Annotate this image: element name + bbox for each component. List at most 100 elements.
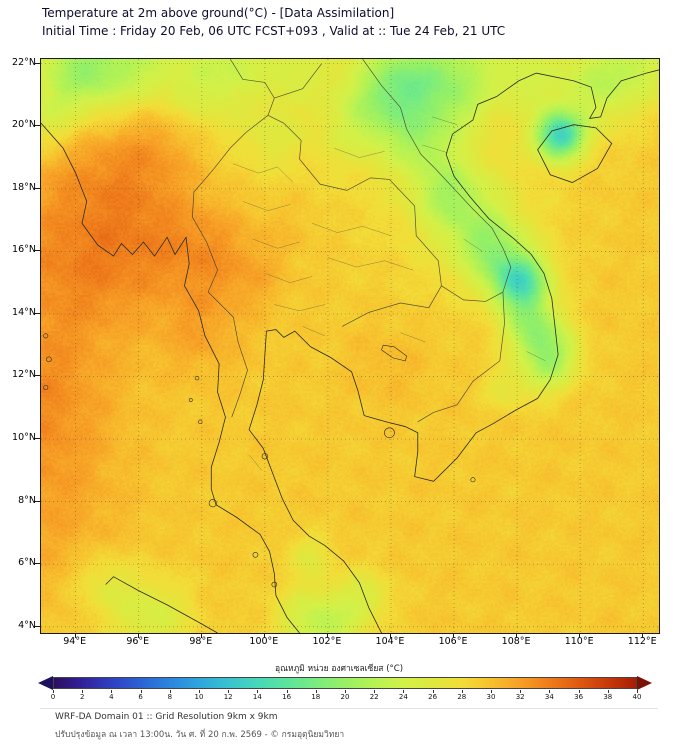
footer-divider: [40, 708, 658, 709]
colorbar-tick-label: 2: [79, 693, 85, 701]
colorbar-tick-mark: [461, 690, 463, 693]
colorbar-tick-label: 36: [574, 693, 584, 701]
colorbar-gradient: [53, 677, 637, 689]
colorbar-tick-label: 14: [252, 693, 262, 701]
coastline-hainan: [538, 125, 612, 183]
lat-tick-mark: [35, 250, 40, 252]
border-thailand-laos: [268, 115, 441, 285]
map-overlay-svg: [41, 59, 659, 633]
coastline-andaman: [41, 123, 300, 633]
colorbar-tick-mark: [432, 690, 434, 693]
lat-tick-mark: [35, 125, 40, 127]
colorbar: [38, 676, 652, 690]
lat-tick-mark: [35, 375, 40, 377]
colorbar-tick-mark: [53, 690, 54, 693]
colorbar-tick-label: 30: [486, 693, 496, 701]
colorbar-label: อุณหภูมิ หน่วย องศาเซลเซียส (°C): [274, 664, 404, 674]
lat-tick-mark: [35, 500, 40, 502]
colorbar-tick-mark: [257, 690, 259, 693]
lon-tick-mark: [642, 633, 644, 638]
colorbar-right-arrow: [637, 676, 652, 690]
colorbar-tick-label: 22: [369, 693, 379, 701]
coastline-sumatra: [106, 577, 218, 633]
lat-tick-label: 18°N: [12, 181, 36, 193]
lat-tick-label: 8°N: [18, 494, 36, 506]
colorbar-tick-mark: [403, 690, 405, 693]
lon-tick-mark: [453, 633, 455, 638]
lat-tick-label: 6°N: [18, 557, 36, 569]
lat-tick-label: 12°N: [12, 369, 36, 381]
colorbar-tick-mark: [228, 690, 230, 693]
colorbar-tick-mark: [82, 690, 84, 693]
lat-tick-label: 20°N: [12, 119, 36, 131]
lon-tick-mark: [137, 633, 139, 638]
lat-tick-mark: [35, 187, 40, 189]
lat-tick-label: 10°N: [12, 432, 36, 444]
colorbar-tick-label: 28: [457, 693, 467, 701]
tonle-sap-lake: [382, 345, 407, 361]
lat-tick-mark: [35, 312, 40, 314]
colorbar-tick-label: 26: [428, 693, 438, 701]
lat-tick-label: 14°N: [12, 306, 36, 318]
page-title: Temperature at 2m above ground(°C) - [Da…: [42, 6, 395, 20]
colorbar-tick-label: 8: [167, 693, 173, 701]
border-thailand-cambodia: [342, 286, 441, 327]
coastline-china: [536, 70, 659, 118]
lat-tick-mark: [35, 438, 40, 440]
colorbar-left-arrow: [38, 676, 53, 690]
footer-domain-info: WRF-DA Domain 01 :: Grid Resolution 9km …: [55, 712, 278, 722]
colorbar-tick-label: 24: [398, 693, 408, 701]
lat-tick-mark: [35, 62, 40, 64]
colorbar-tick-mark: [578, 690, 580, 693]
lon-tick-mark: [263, 633, 265, 638]
lon-tick-label: 96°E: [126, 636, 150, 647]
geography-layer: [41, 59, 659, 633]
lat-tick-label: 16°N: [12, 244, 36, 256]
colorbar-tick-label: 34: [544, 693, 554, 701]
lon-tick-label: 112°E: [627, 636, 657, 647]
lat-tick-label: 4°N: [18, 619, 36, 631]
lon-tick-mark: [389, 633, 391, 638]
lon-tick-mark: [74, 633, 76, 638]
lat-tick-label: 22°N: [12, 56, 36, 68]
colorbar-tick-label: 20: [340, 693, 350, 701]
colorbar-tick-mark: [111, 690, 113, 693]
lon-tick-label: 108°E: [501, 636, 531, 647]
colorbar-tick-label: 18: [311, 693, 321, 701]
colorbar-tick-mark: [637, 690, 638, 693]
colorbar-tick-label: 38: [603, 693, 613, 701]
coastlines: [41, 70, 659, 633]
colorbar-tick-mark: [374, 690, 376, 693]
colorbar-tick-mark: [549, 690, 551, 693]
colorbar-tick-label: 4: [109, 693, 114, 701]
colorbar-tick-mark: [199, 690, 200, 693]
province-border-lines: [233, 117, 545, 470]
page-subtitle: Initial Time : Friday 20 Feb, 06 UTC FCS…: [42, 24, 506, 38]
colorbar-tick-mark: [345, 690, 346, 693]
colorbar-tick-label: 0: [50, 693, 56, 701]
colorbar-tick-mark: [286, 690, 288, 693]
colorbar-tick-label: 16: [282, 693, 292, 701]
border-myanmar-thailand: [192, 115, 268, 417]
border-laos-vietnam: [363, 59, 511, 292]
footer-update-info: ปรับปรุงข้อมูล ณ เวลา 13:00น. วัน ศ. ที่…: [55, 730, 345, 740]
temperature-map: [40, 58, 660, 634]
border-northwest: [230, 59, 321, 115]
lakes: [382, 345, 407, 361]
lon-tick-label: 94°E: [63, 636, 87, 647]
colorbar-tick-mark: [607, 690, 609, 693]
border-cambodia-vietnam: [418, 292, 505, 422]
colorbar-tick-mark: [169, 690, 171, 693]
colorbar-tick-label: 10: [194, 693, 204, 701]
coastline-gulf-vietnam: [249, 73, 558, 633]
colorbar-tick-label: 12: [223, 693, 233, 701]
country-borders: [192, 59, 510, 422]
lon-tick-mark: [326, 633, 328, 638]
lon-tick-label: 106°E: [438, 636, 468, 647]
lon-tick-mark: [579, 633, 581, 638]
colorbar-tick-labels: 0 2 4 6 8 10 12 14 16 18 20 22 24 26 28 30 32 34 36 38 40: [50, 693, 642, 703]
border-laos-cambodia: [441, 286, 502, 302]
colorbar-tick-label: 6: [138, 693, 143, 701]
lon-tick-label: 100°E: [249, 636, 279, 647]
